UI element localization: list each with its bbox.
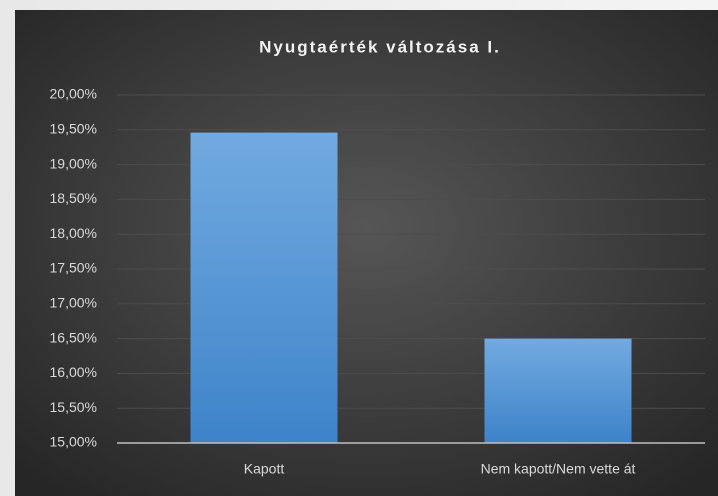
y-tick-label: 17,00% bbox=[50, 295, 97, 311]
y-tick-label: 18,50% bbox=[50, 190, 97, 206]
y-tick-label: 19,50% bbox=[50, 121, 97, 137]
y-tick-label: 18,00% bbox=[50, 225, 97, 241]
bar bbox=[484, 338, 632, 443]
y-tick-label: 19,00% bbox=[50, 155, 97, 171]
x-tick-label: Nem kapott/Nem vette át bbox=[481, 461, 636, 477]
y-tick-label: 15,00% bbox=[50, 434, 97, 450]
y-tick-label: 16,50% bbox=[50, 329, 97, 345]
y-tick-label: 16,00% bbox=[50, 364, 97, 380]
bar bbox=[190, 132, 338, 444]
y-tick-label: 20,00% bbox=[50, 86, 97, 102]
y-tick-label: 17,50% bbox=[50, 260, 97, 276]
chart-title: Nyugtaérték változása I. bbox=[259, 37, 501, 56]
y-tick-label: 15,50% bbox=[50, 399, 97, 415]
x-tick-label: Kapott bbox=[244, 461, 285, 477]
